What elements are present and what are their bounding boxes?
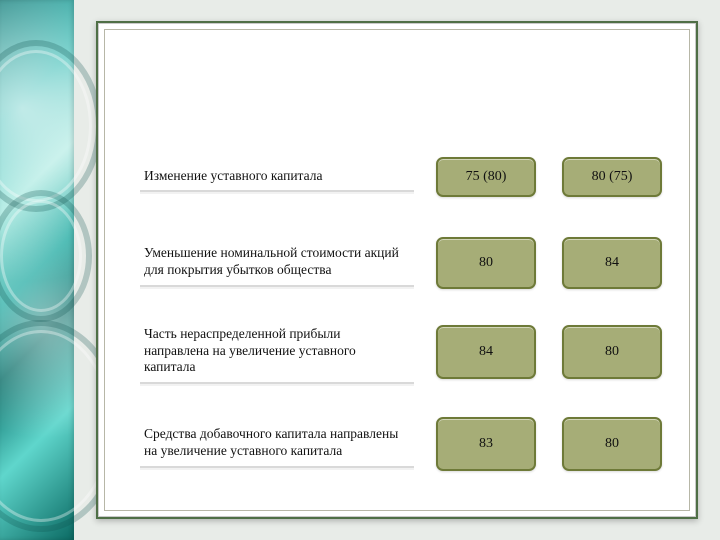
row-label: Средства добавочного капитала направлены… — [140, 420, 414, 468]
value-pill-col1: 75 (80) — [436, 157, 536, 197]
pill-group: 83 80 — [414, 417, 662, 471]
pill-group: 75 (80) 80 (75) — [414, 157, 662, 197]
table-rows: Изменение уставного капитала 75 (80) 80 … — [140, 151, 662, 473]
table-row: Уменьшение номинальной стоимости акций д… — [140, 237, 662, 289]
pill-group: 80 84 — [414, 237, 662, 289]
table-row: Средства добавочного капитала направлены… — [140, 415, 662, 473]
content-card: Изменение уставного капитала 75 (80) 80 … — [96, 21, 698, 519]
value-pill-col1: 84 — [436, 325, 536, 379]
value-pill-col2: 80 — [562, 325, 662, 379]
value-pill-col1: 83 — [436, 417, 536, 471]
table-row: Изменение уставного капитала 75 (80) 80 … — [140, 151, 662, 203]
row-label: Часть нераспределенной прибыли направлен… — [140, 320, 414, 385]
decorative-sidebar — [0, 0, 74, 540]
main-area: Изменение уставного капитала 75 (80) 80 … — [74, 0, 720, 540]
value-pill-col1: 80 — [436, 237, 536, 289]
stage: Изменение уставного капитала 75 (80) 80 … — [0, 0, 720, 540]
value-pill-col2: 84 — [562, 237, 662, 289]
pill-group: 84 80 — [414, 325, 662, 379]
row-label: Изменение уставного капитала — [140, 162, 414, 193]
value-pill-col2: 80 — [562, 417, 662, 471]
value-pill-col2: 80 (75) — [562, 157, 662, 197]
row-label: Уменьшение номинальной стоимости акций д… — [140, 239, 414, 287]
table-row: Часть нераспределенной прибыли направлен… — [140, 323, 662, 381]
